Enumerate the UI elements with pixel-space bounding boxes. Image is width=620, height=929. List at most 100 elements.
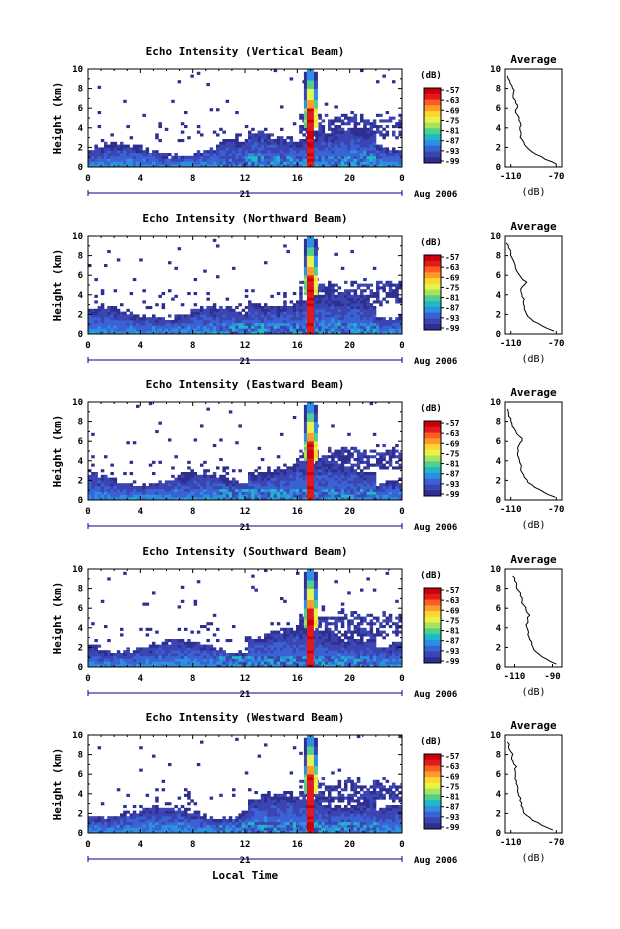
heatmap-cell [187, 655, 191, 659]
heatmap-cell [155, 320, 159, 324]
heatmap-cell [350, 664, 354, 668]
heatmap-cell [360, 325, 364, 329]
heatmap-cell [123, 153, 127, 157]
heatmap-cell [353, 655, 358, 659]
heatmap-cell [196, 641, 201, 645]
heatmap-cell [356, 306, 361, 310]
heatmap-cell [155, 494, 159, 498]
heatmap-cell [347, 664, 351, 668]
heatmap-cell [216, 144, 220, 148]
heatmap-cell [296, 653, 300, 657]
heatmap-cell [350, 303, 354, 307]
heatmap-cell [248, 497, 252, 501]
heatmap-cell [283, 292, 287, 296]
heatmap-cell [126, 491, 130, 495]
heatmap-cell [280, 639, 284, 643]
heatmap-cell [209, 306, 214, 310]
heatmap-cell [398, 286, 402, 290]
heatmap-cell [145, 320, 150, 324]
heatmap-cell [113, 483, 118, 487]
heatmap-cell [350, 466, 354, 470]
heatmap-cell [280, 664, 284, 668]
heatmap-cell [260, 658, 265, 662]
heatmap-cell [379, 331, 383, 335]
heatmap-cell [113, 486, 118, 490]
heatmap-cell [257, 480, 262, 484]
heatmap-cell [331, 297, 335, 301]
heatmap-cell [200, 647, 204, 651]
heatmap-cell [344, 136, 348, 140]
heatmap-cell [177, 477, 182, 481]
heatmap-cell [340, 452, 345, 456]
heatmap-cell [385, 283, 390, 287]
heatmap-cell [88, 658, 92, 662]
heatmap-cell [292, 311, 297, 315]
heatmap-cell [212, 161, 217, 165]
heatmap-cell [225, 141, 230, 145]
heatmap-cell [235, 317, 239, 321]
heatmap-cell [353, 141, 358, 145]
heatmap-cell [286, 488, 290, 492]
heatmap-cell [350, 328, 354, 332]
heatmap-cell [369, 494, 374, 498]
heatmap-cell [110, 320, 114, 324]
heatmap-cell [251, 328, 255, 332]
heatmap-cell [171, 158, 175, 162]
heatmap-cell [155, 331, 159, 335]
heatmap-cell [337, 161, 342, 165]
heatmap-cell [260, 486, 265, 490]
heatmap-cell [200, 424, 204, 428]
heatmap-cell [264, 127, 268, 131]
heatmap-cell [302, 497, 306, 501]
heatmap-cell [241, 320, 246, 324]
heatmap-cell [340, 311, 345, 315]
heatmap-cell [299, 661, 303, 665]
heatmap-cell [350, 647, 354, 651]
heatmap-cell [152, 325, 156, 329]
heatmap-cell [228, 314, 233, 318]
heatmap-cell [168, 497, 172, 501]
heatmap-cell [296, 161, 300, 165]
heatmap-cell [212, 153, 217, 157]
heatmap-cell [334, 311, 338, 315]
heatmap-cell [302, 308, 306, 312]
heatmap-cell [372, 308, 377, 312]
heatmap-cell [353, 289, 358, 293]
heatmap-cell [104, 308, 108, 312]
heatmap-cell [155, 133, 159, 137]
heatmap-cell [232, 144, 236, 148]
heatmap-cell [296, 144, 300, 148]
heatmap-cell [360, 472, 364, 476]
heatmap-cell [347, 317, 351, 321]
heatmap-cell [267, 469, 271, 473]
heatmap-cell [100, 488, 105, 492]
heatmap-cell [334, 460, 338, 464]
heatmap-cell [299, 116, 303, 120]
heatmap-cell [148, 653, 153, 657]
heatmap-cell [264, 136, 268, 140]
heatmap-cell [206, 331, 210, 335]
heatmap-cell [161, 292, 166, 296]
heatmap-cell [328, 147, 332, 151]
heatmap-cell [356, 486, 361, 490]
heatmap-cell [251, 480, 255, 484]
colorbar-swatch [424, 295, 441, 302]
heatmap-cell [350, 494, 354, 498]
heatmap-cell [251, 658, 255, 662]
heatmap-cell [315, 641, 319, 645]
heatmap-cell [318, 303, 322, 307]
heatmap-cell [372, 486, 377, 490]
heatmap-cell [292, 658, 297, 662]
heatmap-cell [379, 144, 383, 148]
heatmap-cell [123, 320, 127, 324]
avg-y-tick-label: 10 [490, 398, 501, 408]
heatmap-cell [267, 308, 271, 312]
heatmap-cell [369, 647, 374, 651]
heatmap-cell [152, 314, 156, 318]
heatmap-cell [318, 469, 322, 473]
heatmap-cell [344, 469, 348, 473]
heatmap-cell [232, 469, 236, 473]
heatmap-cell [225, 322, 230, 326]
heatmap-cell [350, 486, 354, 490]
heatmap-cell [251, 474, 255, 478]
